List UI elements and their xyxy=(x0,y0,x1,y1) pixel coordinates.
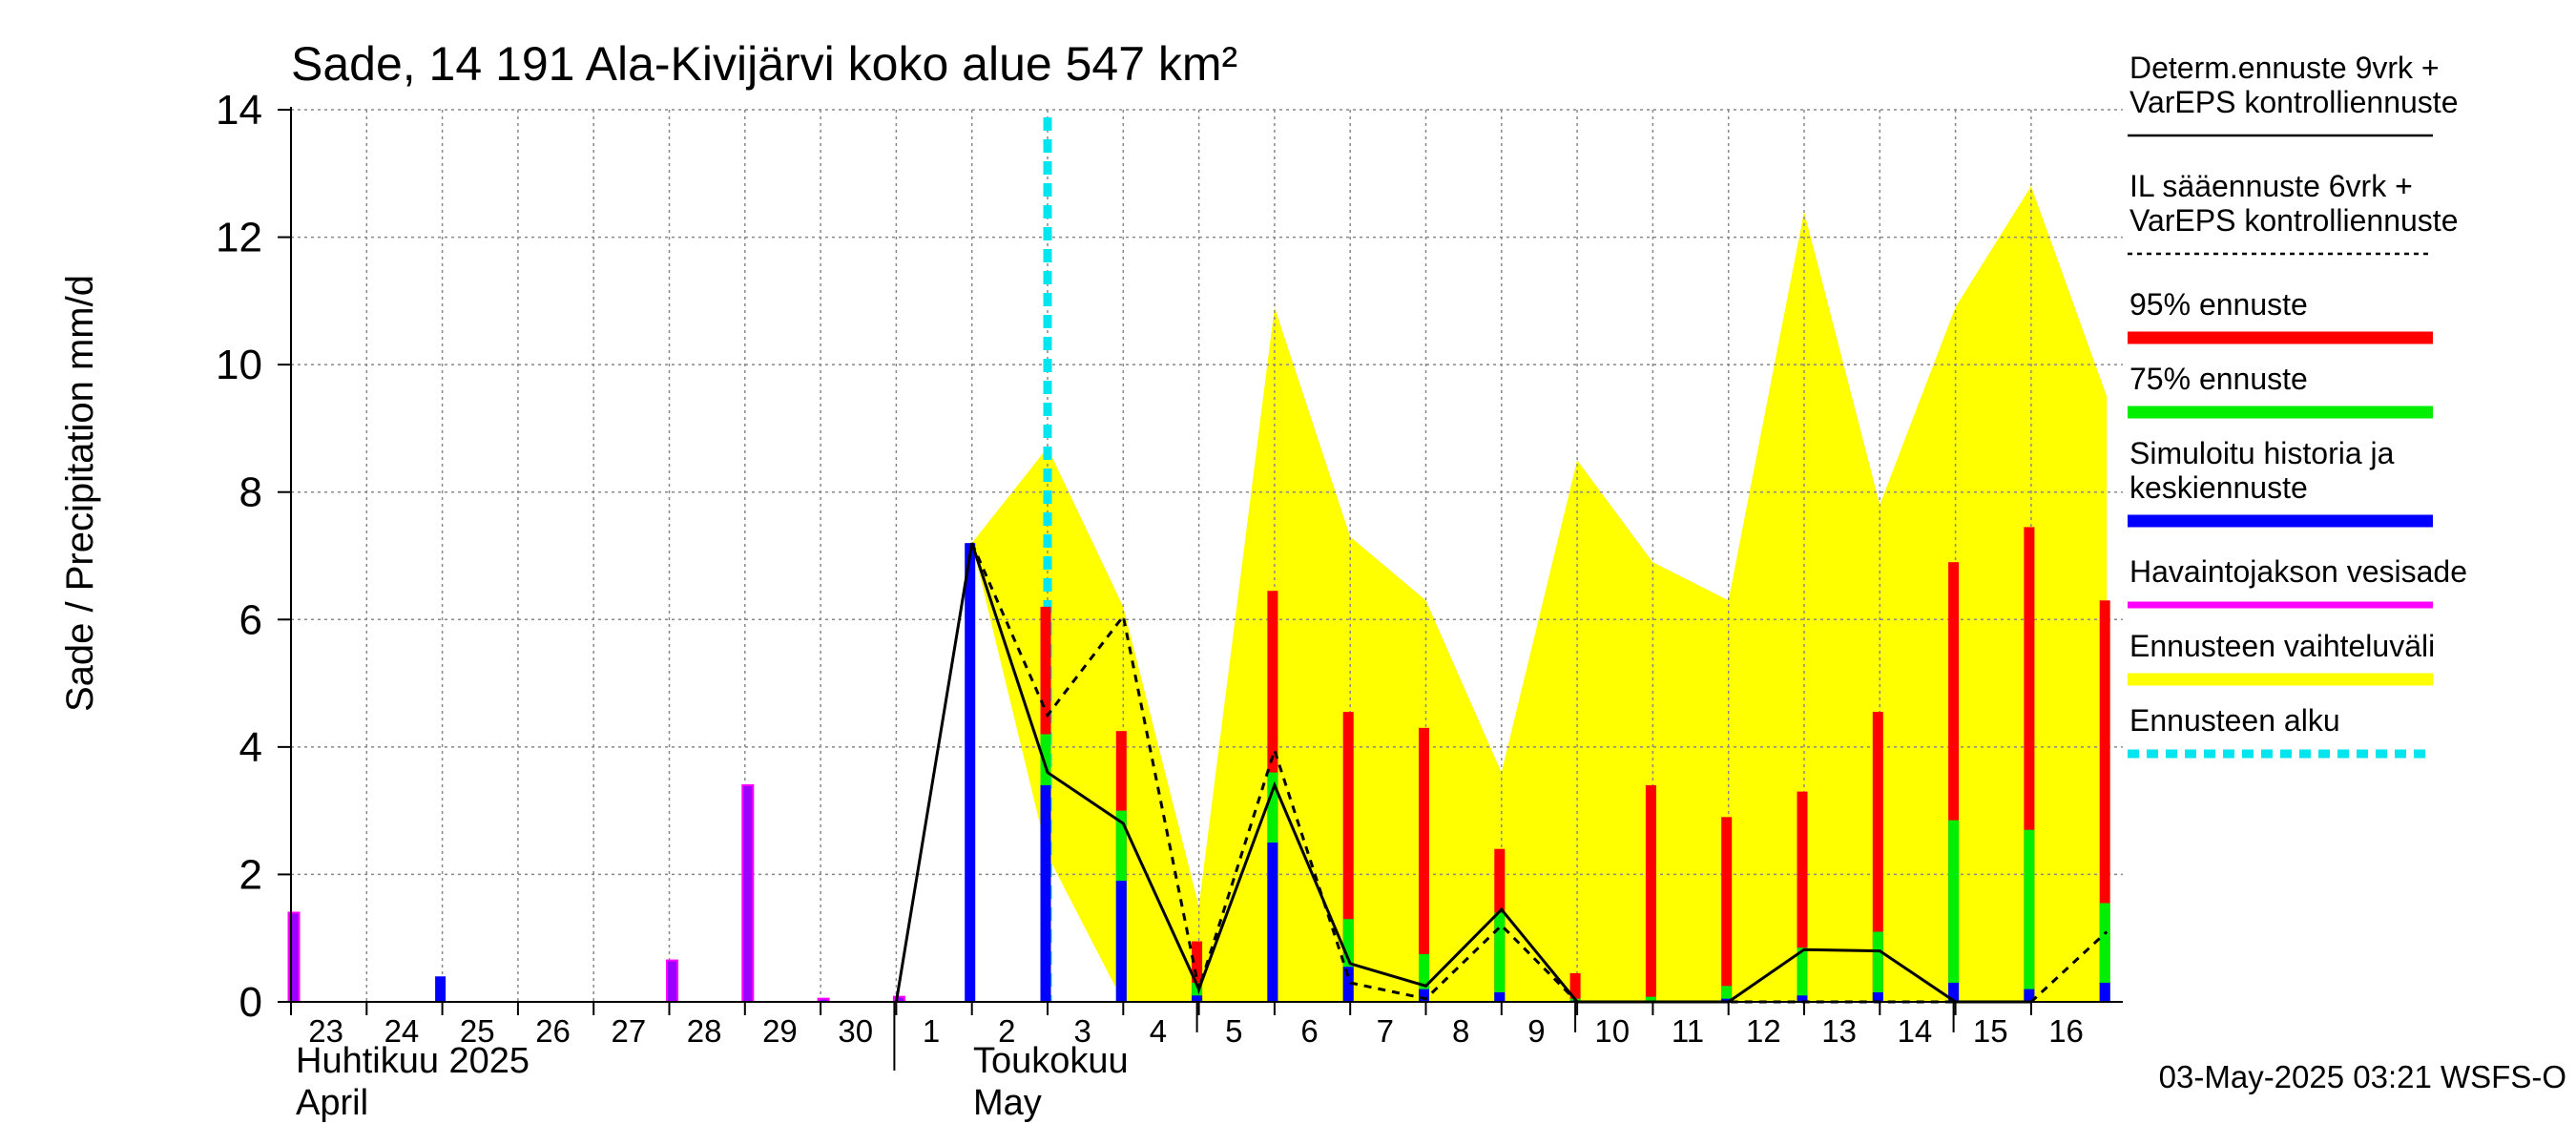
mean-bar xyxy=(1267,843,1278,1002)
x-tick-label: 27 xyxy=(611,1013,646,1049)
y-tick-label: 14 xyxy=(216,87,262,134)
y-tick-label: 12 xyxy=(216,215,262,261)
x-tick-label: 12 xyxy=(1746,1013,1781,1049)
mean-bar xyxy=(1342,967,1354,1002)
p95-bar xyxy=(1569,972,1581,1002)
mean-bar xyxy=(1872,991,1883,1002)
mean-bar xyxy=(1115,881,1127,1002)
month-label-april-fi: Huhtikuu 2025 xyxy=(296,1041,530,1081)
bar-series xyxy=(287,527,2110,1004)
mean-bar xyxy=(2099,982,2110,1002)
p95-bar xyxy=(2024,527,2035,1002)
p95-bar xyxy=(1721,817,1733,1002)
p95-bar xyxy=(2099,600,2110,1002)
p75-bar xyxy=(1721,986,1733,1002)
x-tick-label: 6 xyxy=(1300,1013,1318,1049)
y-tick-label: 6 xyxy=(239,596,262,643)
ensemble-range-polygon xyxy=(971,186,2108,1003)
legend-label: VarEPS kontrolliennuste xyxy=(2129,203,2458,238)
legend-label: Havaintojakson vesisade xyxy=(2129,554,2467,589)
timestamp: 03-May-2025 03:21 WSFS-O xyxy=(2159,1059,2566,1094)
x-tick-label: 29 xyxy=(762,1013,798,1049)
mean-bar xyxy=(1948,982,1960,1002)
mean-bar xyxy=(1494,991,1506,1002)
legend-label: keskiennuste xyxy=(2129,470,2308,505)
x-tick-label: 9 xyxy=(1527,1013,1545,1049)
legend-label: Ennusteen alku xyxy=(2129,703,2340,738)
p95-bar xyxy=(1645,784,1656,1002)
p75-bar xyxy=(2024,829,2035,1002)
x-tick-label: 26 xyxy=(535,1013,571,1049)
x-tick-label: 2 xyxy=(998,1013,1015,1049)
p75-bar xyxy=(1872,931,1883,1002)
month-label-may-en: May xyxy=(973,1083,1042,1123)
p75-bar xyxy=(1419,953,1429,1002)
legend-label: VarEPS kontrolliennuste xyxy=(2129,85,2458,119)
x-tick-label: 4 xyxy=(1150,1013,1167,1049)
x-tick-label: 1 xyxy=(923,1013,940,1049)
mean-bar xyxy=(1192,995,1203,1002)
p95-bar xyxy=(1192,941,1203,1002)
p75-bar xyxy=(1192,982,1203,1002)
x-tick-label: 15 xyxy=(1973,1013,2008,1049)
y-axis-label: Sade / Precipitation mm/d xyxy=(59,275,101,712)
p75-bar xyxy=(1645,996,1656,1002)
observed-precip-bar xyxy=(666,959,678,1004)
mean-bar xyxy=(1040,784,1051,1002)
p75-bar xyxy=(2099,903,2110,1002)
mean-bar xyxy=(965,543,976,1002)
chart-title: Sade, 14 191 Ala-Kivijärvi koko alue 547… xyxy=(291,37,1237,91)
x-tick-label: 5 xyxy=(1225,1013,1242,1049)
x-tick-label: 7 xyxy=(1377,1013,1394,1049)
x-tick-label: 13 xyxy=(1821,1013,1857,1049)
month-label-april-en: April xyxy=(296,1083,368,1123)
mean-bar xyxy=(1419,989,1429,1002)
legend-label: Simuloitu historia ja xyxy=(2129,436,2395,470)
y-tick-label: 2 xyxy=(239,851,262,898)
p75-bar xyxy=(1948,820,1960,1002)
x-tick-label: 3 xyxy=(1073,1013,1091,1049)
x-tick-label: 10 xyxy=(1594,1013,1630,1049)
legend-label: Ennusteen vaihteluväli xyxy=(2129,629,2435,663)
x-tick-label: 11 xyxy=(1672,1013,1704,1049)
deterministic-forecast-line xyxy=(894,542,2031,1004)
legend-label: 75% ennuste xyxy=(2129,362,2308,396)
p95-bar xyxy=(1948,562,1960,1002)
y-tick-label: 0 xyxy=(239,979,262,1026)
x-tick-label: 23 xyxy=(308,1013,343,1049)
x-tick-label: 28 xyxy=(687,1013,722,1049)
observed-precip-bar xyxy=(741,783,755,1004)
p95-bar xyxy=(1342,712,1354,1002)
p75-bar xyxy=(1797,947,1808,1002)
p95-bar xyxy=(1419,727,1429,1002)
legend-label: Determ.ennuste 9vrk + xyxy=(2129,51,2440,85)
mean-bar xyxy=(1721,998,1733,1002)
mean-bar xyxy=(435,976,447,1002)
legend-label: IL sääennuste 6vrk + xyxy=(2129,169,2413,203)
x-tick-label: 25 xyxy=(460,1013,495,1049)
p95-bar xyxy=(1872,712,1883,1002)
mean-bar xyxy=(1797,995,1808,1002)
ensemble-range-area xyxy=(971,186,2108,1003)
y-tick-label: 10 xyxy=(216,342,262,388)
p95-bar xyxy=(1797,791,1808,1002)
x-tick-label: 30 xyxy=(838,1013,873,1049)
x-tick-label: 16 xyxy=(2048,1013,2084,1049)
legend: Determ.ennuste 9vrk +VarEPS kontrollienn… xyxy=(2128,51,2467,759)
x-tick-label: 24 xyxy=(384,1013,420,1049)
mean-bar xyxy=(2024,989,2035,1002)
y-tick-label: 4 xyxy=(239,724,262,771)
legend-label: 95% ennuste xyxy=(2129,287,2308,322)
month-label-may-fi: Toukokuu xyxy=(973,1041,1129,1081)
x-tick-label: 14 xyxy=(1898,1013,1933,1049)
p75-bar xyxy=(1494,912,1506,1002)
y-tick-label: 8 xyxy=(239,469,262,516)
x-tick-label: 8 xyxy=(1452,1013,1469,1049)
